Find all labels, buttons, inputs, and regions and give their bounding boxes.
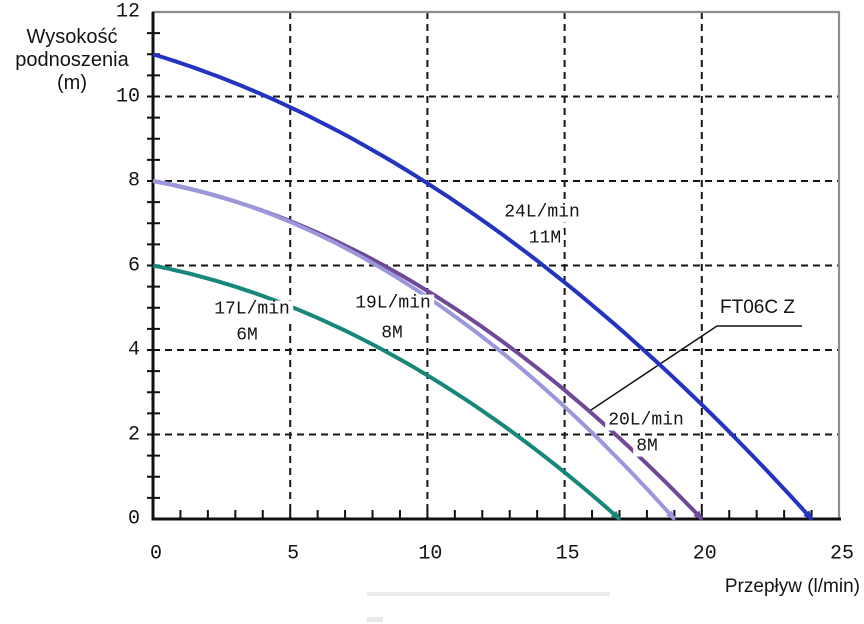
curve-label-24l-min-11m-line2: 11M (525, 229, 565, 249)
curve-label-17l-min-6m-line2: 6M (233, 326, 261, 346)
curve-label-19l-min-8m-line1: 19L/min (352, 294, 434, 314)
x-axis-title: Przepływ (l/min) (724, 576, 860, 597)
annotation-leader-line (587, 325, 802, 413)
curve-label-20l-min-8m-line2: 8M (633, 437, 661, 457)
x-tick-label-15: 15 (555, 542, 580, 566)
x-tick-label-0: 0 (149, 542, 163, 566)
y-tick-label-12: 12 (115, 0, 140, 24)
curve-label-17l-min-6m-line1: 17L/min (211, 300, 293, 320)
x-tick-label-25: 25 (829, 542, 855, 566)
model-annotation-label: FT06C Z (718, 297, 797, 319)
y-tick-label-10: 10 (115, 85, 140, 108)
curve-label-24l-min-11m-line1: 24L/min (501, 203, 583, 223)
curve-19l-min-8m (152, 179, 676, 521)
curve-label-19l-min-8m-line2: 8M (378, 324, 406, 344)
y-tick-label-6: 6 (127, 254, 140, 277)
curve-17l-min-6m (152, 263, 621, 521)
curve-24l-min-11m (152, 52, 814, 521)
scan-artifact (367, 617, 383, 622)
scan-artifact (367, 592, 610, 596)
y-axis-title-line3: (m) (57, 72, 87, 94)
x-tick-label-10: 10 (418, 542, 443, 566)
y-axis-title: Wysokość podnoszenia (m) (0, 26, 144, 95)
y-axis-title-line1: Wysokość (26, 26, 118, 48)
y-tick-label-4: 4 (127, 338, 140, 362)
y-tick-label-8: 8 (127, 169, 140, 193)
y-axis-title-line2: podnoszenia (15, 49, 129, 71)
y-tick-label-2: 2 (127, 423, 140, 446)
curve-label-20l-min-8m-line1: 20L/min (605, 411, 687, 431)
x-tick-label-5: 5 (287, 542, 300, 566)
y-tick-label-0: 0 (127, 507, 140, 531)
x-tick-label-20: 20 (692, 542, 717, 566)
